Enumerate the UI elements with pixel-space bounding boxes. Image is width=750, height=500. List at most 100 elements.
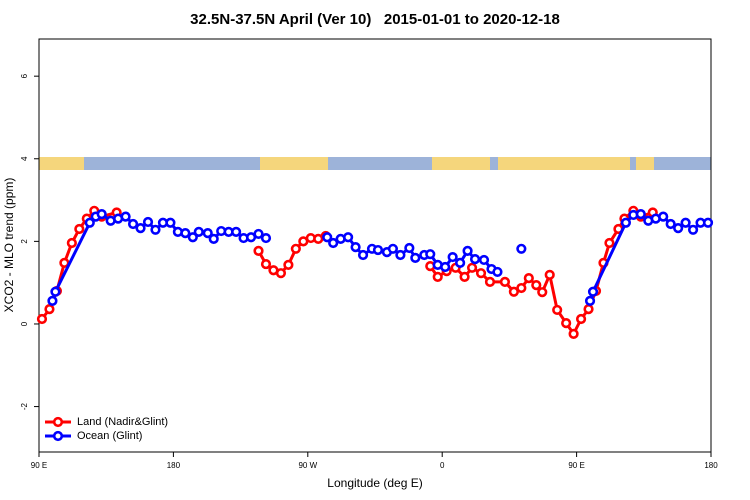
y-tick-label: 2 <box>20 239 29 244</box>
data-point <box>290 243 301 254</box>
data-point <box>425 249 436 260</box>
data-point <box>561 318 572 329</box>
land-strip <box>39 157 84 170</box>
data-point <box>665 218 676 230</box>
x-tick-label: 180 <box>167 461 181 470</box>
data-point <box>275 268 287 279</box>
data-point <box>462 245 473 256</box>
data-point <box>478 254 490 266</box>
x-tick-label: 90 W <box>298 461 317 470</box>
data-point <box>568 328 579 339</box>
data-point <box>135 223 146 234</box>
data-point <box>702 217 714 228</box>
x-tick-label: 180 <box>704 461 718 470</box>
data-point <box>187 232 198 243</box>
data-point <box>120 211 131 222</box>
data-point <box>604 237 615 249</box>
data-point <box>544 269 555 280</box>
data-point <box>404 242 415 254</box>
data-point <box>552 304 563 316</box>
data-point <box>508 286 519 297</box>
data-point <box>283 259 294 271</box>
data-point <box>44 304 55 315</box>
data-point <box>587 286 599 297</box>
chart-title: 32.5N-37.5N April (Ver 10) 2015-01-01 to… <box>190 11 560 28</box>
data-point <box>584 295 596 306</box>
data-point <box>499 276 511 287</box>
x-tick-label: 0 <box>440 461 445 470</box>
y-tick-label: -2 <box>20 402 29 410</box>
data-point <box>447 251 458 263</box>
data-point <box>673 223 684 234</box>
y-axis-label: XCO2 - MLO trend (ppm) <box>2 178 16 313</box>
data-point <box>127 218 139 230</box>
data-point <box>432 271 443 282</box>
data-point <box>84 217 95 228</box>
data-point <box>410 252 421 263</box>
data-point <box>47 295 58 306</box>
data-point <box>74 223 85 235</box>
data-point <box>150 224 161 235</box>
data-point <box>372 244 384 256</box>
data-point <box>260 258 272 270</box>
data-point <box>516 282 527 294</box>
x-axis-label: Longitude (deg E) <box>327 476 422 490</box>
legend-label: Land (Nadir&Glint) <box>77 416 168 428</box>
legend-label: Ocean (Glint) <box>77 430 142 442</box>
data-point <box>620 217 631 228</box>
data-point <box>575 313 587 325</box>
data-point <box>635 209 646 220</box>
data-point <box>680 217 691 228</box>
land-strip <box>260 157 328 170</box>
data-point <box>469 254 481 265</box>
data-point <box>455 257 466 268</box>
data-point <box>531 280 542 291</box>
land-strip <box>498 157 630 170</box>
data-point <box>253 228 264 240</box>
data-point <box>484 276 496 287</box>
data-point <box>50 286 61 297</box>
data-point <box>180 228 191 239</box>
data-point <box>142 216 154 228</box>
data-point <box>208 233 219 244</box>
land-strip <box>432 157 490 170</box>
y-tick-label: 0 <box>20 321 29 326</box>
data-point <box>440 261 451 273</box>
data-point <box>475 268 487 279</box>
data-point <box>658 211 669 222</box>
legend-marker <box>52 416 64 428</box>
series-line <box>429 208 654 337</box>
data-point <box>516 243 527 254</box>
land-strip <box>636 157 654 170</box>
y-tick-label: 4 <box>20 156 29 161</box>
data-point <box>96 209 107 220</box>
data-point <box>687 224 699 235</box>
y-tick-label: 6 <box>20 73 29 78</box>
data-point <box>253 245 264 256</box>
data-point <box>357 249 369 261</box>
x-tick-label: 90 E <box>31 461 47 470</box>
data-point <box>66 237 77 249</box>
data-point <box>387 243 399 254</box>
data-point <box>328 237 339 249</box>
plot-frame <box>38 38 712 453</box>
data-point <box>343 232 354 243</box>
data-point <box>322 232 333 243</box>
data-point <box>459 271 470 282</box>
data-point <box>583 304 594 315</box>
data-point <box>193 226 204 237</box>
data-point <box>523 273 534 284</box>
data-point <box>202 228 213 239</box>
data-point <box>537 287 548 298</box>
data-point <box>231 226 242 237</box>
land-ocean-strip <box>39 157 711 170</box>
data-point <box>36 313 48 325</box>
data-point <box>260 232 272 244</box>
legend-marker <box>52 430 64 442</box>
data-point <box>492 266 503 278</box>
data-point <box>165 217 176 228</box>
data-point <box>395 249 406 261</box>
data-point <box>350 242 361 253</box>
x-tick-label: 90 E <box>568 461 584 470</box>
